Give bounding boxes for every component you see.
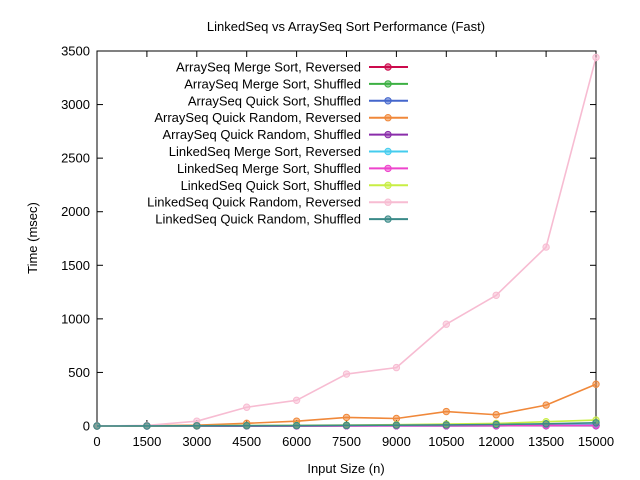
data-point [342, 421, 351, 430]
data-point [442, 407, 450, 416]
data-point [442, 320, 450, 328]
data-point [492, 420, 500, 429]
legend-marker [384, 130, 392, 139]
y-tick-label: 2500 [61, 151, 90, 166]
data-point [342, 413, 351, 422]
legend-item: LinkedSeq Quick Sort, Shuffled [181, 178, 408, 193]
y-axis-label: Time (msec) [25, 202, 40, 274]
y-tick-label: 3500 [61, 44, 90, 59]
legend-marker [384, 215, 392, 223]
legend-item: ArraySeq Merge Sort, Shuffled [184, 76, 408, 91]
data-point [243, 403, 251, 411]
legend-label: ArraySeq Merge Sort, Shuffled [184, 76, 361, 91]
x-tick-label: 1500 [132, 434, 161, 449]
legend-item: ArraySeq Quick Random, Shuffled [163, 127, 408, 142]
legend-item: LinkedSeq Merge Sort, Shuffled [177, 161, 408, 176]
legend-label: LinkedSeq Quick Sort, Shuffled [181, 178, 361, 193]
data-point [143, 422, 151, 430]
data-point [392, 421, 401, 429]
legend-label: LinkedSeq Merge Sort, Shuffled [177, 161, 361, 176]
data-point [542, 420, 550, 428]
plot-area: 0 1500 3000 4500 6000 7500 9000 10500 12000 13500… [61, 44, 614, 450]
data-point [392, 363, 401, 372]
legend-item: ArraySeq Quick Sort, Shuffled [188, 93, 408, 108]
legend-marker [384, 147, 392, 156]
legend-label: ArraySeq Quick Sort, Shuffled [188, 93, 361, 108]
y-tick-label: 500 [68, 365, 90, 380]
data-point [592, 53, 600, 62]
legend-marker [384, 80, 392, 88]
data-point [342, 370, 351, 378]
legend-label: LinkedSeq Merge Sort, Reversed [169, 144, 361, 159]
data-point [243, 421, 251, 430]
x-tick-label: 15000 [578, 434, 614, 449]
data-point [542, 401, 550, 409]
legend-label: ArraySeq Quick Random, Reversed [154, 110, 361, 125]
x-tick-label: 6000 [282, 434, 311, 449]
legend-marker [384, 198, 392, 206]
legend-label: ArraySeq Quick Random, Shuffled [163, 127, 361, 142]
legend-marker [384, 63, 392, 71]
data-point [592, 380, 600, 388]
x-tick-label: 9000 [382, 434, 411, 449]
x-tick-label: 0 [93, 434, 100, 449]
legend-item: ArraySeq Quick Random, Reversed [154, 110, 408, 125]
x-tick-label: 3000 [182, 434, 211, 449]
y-tick-label: 1000 [61, 311, 90, 326]
data-point [292, 421, 301, 430]
legend-marker [384, 114, 392, 122]
data-point [592, 419, 600, 427]
legend-marker [384, 164, 392, 173]
legend-marker [384, 97, 392, 105]
x-tick-label: 13500 [528, 434, 564, 449]
legend-item: LinkedSeq Merge Sort, Reversed [169, 144, 408, 159]
x-axis-label: Input Size (n) [307, 461, 384, 476]
legend-marker [384, 181, 392, 190]
series-group [93, 419, 600, 430]
legend-item: ArraySeq Merge Sort, Reversed [176, 60, 408, 75]
y-tick-label: 2000 [61, 204, 90, 219]
legend-item: LinkedSeq Quick Random, Reversed [147, 195, 408, 210]
y-tick-label: 3000 [61, 97, 90, 112]
data-point [292, 396, 301, 404]
data-point [442, 421, 450, 429]
legend-label: ArraySeq Merge Sort, Reversed [176, 60, 361, 75]
data-point [542, 243, 550, 251]
data-point [392, 414, 401, 423]
y-tick-label: 1500 [61, 258, 90, 273]
x-tick-label: 12000 [478, 434, 514, 449]
legend-label: LinkedSeq Quick Random, Reversed [147, 195, 361, 210]
chart-title: LinkedSeq vs ArraySeq Sort Performance (… [207, 19, 485, 34]
x-tick-label: 7500 [332, 434, 361, 449]
x-tick-label: 10500 [428, 434, 464, 449]
y-tick-label: 0 [83, 419, 90, 434]
x-tick-label: 4500 [232, 434, 261, 449]
data-point [193, 422, 201, 430]
data-point [492, 291, 500, 299]
legend-label: LinkedSeq Quick Random, Shuffled [155, 212, 361, 227]
legend-item: LinkedSeq Quick Random, Shuffled [155, 212, 408, 227]
data-point [492, 411, 500, 419]
data-point [93, 422, 101, 430]
